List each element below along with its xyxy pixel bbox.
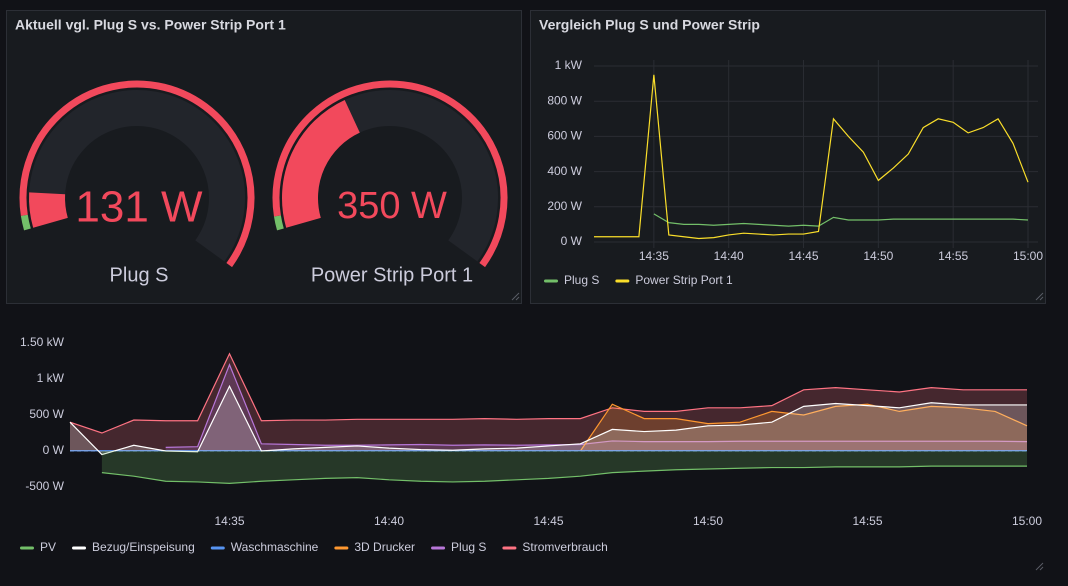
legend-label: Plug S <box>564 273 599 287</box>
x-tick-label: 14:50 <box>863 249 893 263</box>
panel-title: Aktuell vgl. Plug S vs. Power Strip Port… <box>15 17 286 33</box>
legend-swatch <box>20 546 34 550</box>
area <box>580 404 1027 451</box>
area <box>165 364 1027 451</box>
area <box>70 386 1027 455</box>
x-tick-label: 15:00 <box>1013 249 1043 263</box>
gauge-track <box>29 90 245 262</box>
gauge-fill <box>29 192 68 228</box>
legend-label: Power Strip Port 1 <box>635 273 733 287</box>
line <box>101 465 1027 485</box>
x-tick-label: 14:35 <box>639 249 669 263</box>
legend-swatch <box>615 279 630 283</box>
y-tick-label: 500 W <box>29 407 64 421</box>
y-tick-label: 200 W <box>547 199 582 213</box>
resize-handle[interactable] <box>511 292 520 301</box>
x-tick-label: 15:00 <box>1012 514 1042 528</box>
line <box>653 213 1029 227</box>
y-tick-label: 0 W <box>43 443 65 457</box>
gauge-threshold <box>20 214 31 231</box>
panel <box>6 10 522 304</box>
resize-handle[interactable] <box>1039 566 1044 571</box>
y-tick-label: 800 W <box>547 93 582 107</box>
gauge-label: Power Strip Port 1 <box>311 264 473 286</box>
x-tick-label: 14:50 <box>693 514 723 528</box>
gauge-threshold <box>273 215 284 231</box>
y-tick-label: 1 kW <box>555 58 583 72</box>
resize-handle[interactable] <box>1035 562 1044 571</box>
legend-label: Waschmaschine <box>231 540 319 554</box>
line <box>594 74 1029 240</box>
gauge-threshold <box>272 80 508 268</box>
legend-label: PV <box>40 540 56 554</box>
y-tick-label: 1 kW <box>37 371 65 385</box>
gauge-fill <box>282 99 361 228</box>
x-tick-label: 14:35 <box>214 514 244 528</box>
x-tick-label: 14:45 <box>789 249 819 263</box>
x-tick-label: 14:40 <box>714 249 744 263</box>
x-tick-label: 14:40 <box>374 514 404 528</box>
legend-label: Plug S <box>451 540 486 554</box>
legend-swatch <box>210 546 225 550</box>
legend-swatch <box>502 546 517 550</box>
y-tick-label: -500 W <box>25 479 64 493</box>
panel-title: Vergleich Plug S und Power Strip <box>539 17 760 33</box>
legend-swatch <box>72 546 87 550</box>
y-tick-label: 0 W <box>561 234 583 248</box>
area <box>101 451 1027 484</box>
line <box>165 362 1028 448</box>
gauge-value: 350 W <box>337 185 447 227</box>
area <box>70 353 1027 451</box>
gauge-label: Plug S <box>110 264 169 286</box>
line <box>579 403 1028 452</box>
legend-swatch <box>544 279 558 283</box>
resize-handle[interactable] <box>1035 292 1044 301</box>
legend-label: Bezug/Einspeisung <box>92 540 195 554</box>
x-tick-label: 14:45 <box>533 514 563 528</box>
y-tick-label: 1.50 kW <box>20 335 65 349</box>
gauge-threshold <box>19 80 255 268</box>
resize-handle[interactable] <box>515 296 520 301</box>
x-tick-label: 14:55 <box>938 249 968 263</box>
panel <box>530 10 1046 304</box>
gauge-value: 131 W <box>75 183 203 232</box>
legend-swatch <box>334 546 349 550</box>
line <box>69 352 1027 434</box>
line <box>69 384 1027 456</box>
legend-label: 3D Drucker <box>354 540 415 554</box>
legend-swatch <box>431 546 446 550</box>
y-tick-label: 400 W <box>547 164 582 178</box>
legend-label: Stromverbrauch <box>522 540 607 554</box>
resize-handle[interactable] <box>1039 296 1044 301</box>
y-tick-label: 600 W <box>547 129 582 143</box>
x-tick-label: 14:55 <box>852 514 882 528</box>
